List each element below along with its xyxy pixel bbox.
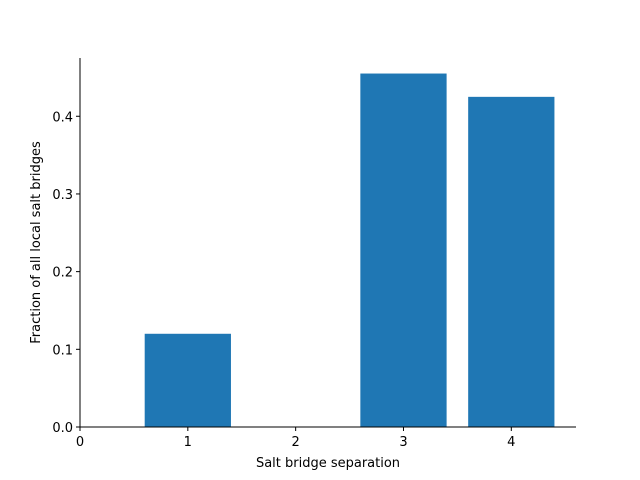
bar-1 [144,333,231,427]
x-ticks-group: 0 1 2 3 4 [76,427,515,450]
y-axis-label: Fraction of all local salt bridges [29,141,44,344]
x-tick-label: 4 [507,435,515,450]
x-tick-label: 0 [76,435,84,450]
y-ticks-group: 0.0 0.1 0.2 0.3 0.4 [52,110,80,436]
y-tick-label: 0.3 [52,188,73,203]
bars-group [144,73,555,428]
y-tick-label: 0.2 [52,266,73,281]
x-tick-label: 1 [184,435,192,450]
y-tick-label: 0.4 [52,110,73,125]
y-tick-label: 0.0 [52,421,73,436]
bar-4 [468,96,555,427]
x-axis-label: Salt bridge separation [256,456,400,471]
bar-3 [360,73,447,428]
y-tick-label: 0.1 [52,343,73,358]
x-tick-label: 2 [292,435,300,450]
x-tick-label: 3 [399,435,407,450]
